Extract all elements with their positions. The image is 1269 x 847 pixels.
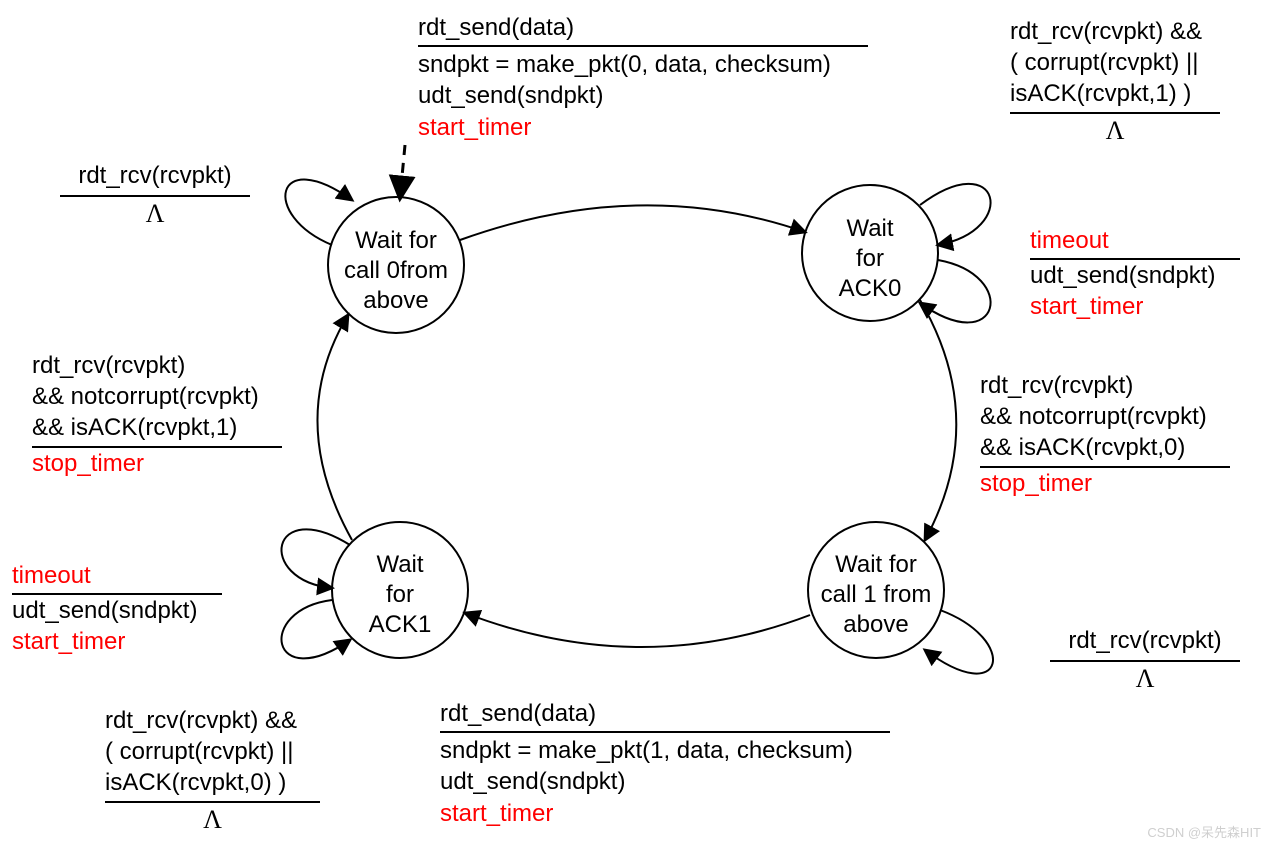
state-text: Wait (846, 215, 893, 242)
event-text: rdt_rcv(rcvpkt) (32, 350, 282, 381)
action-text: stop_timer (980, 468, 1230, 499)
event-text: rdt_send(data) (418, 12, 868, 43)
edge-call1-idle (925, 610, 993, 674)
action-text: udt_send(sndpkt) (12, 595, 222, 626)
event-text: ( corrupt(rcvpkt) || (1010, 47, 1220, 78)
watermark: CSDN @呆先森HIT (1147, 822, 1261, 841)
label-ack0-ok: rdt_rcv(rcvpkt) && notcorrupt(rcvpkt) &&… (980, 370, 1230, 499)
label-call0-idle: rdt_rcv(rcvpkt) Λ (60, 160, 250, 231)
event-text: rdt_rcv(rcvpkt) && (1010, 16, 1220, 47)
event-text: && notcorrupt(rcvpkt) (32, 381, 282, 412)
event-text: && isACK(rcvpkt,1) (32, 412, 282, 443)
event-text: && notcorrupt(rcvpkt) (980, 401, 1230, 432)
state-wait-ack1 (332, 522, 468, 658)
action-text: udt_send(sndpkt) (418, 80, 868, 111)
label-call1-idle: rdt_rcv(rcvpkt) Λ (1050, 625, 1240, 696)
event-text: isACK(rcvpkt,0) ) (105, 767, 320, 798)
edge-ack1-bad (281, 600, 350, 658)
action-text: udt_send(sndpkt) (440, 766, 890, 797)
initial-arrow (400, 145, 405, 198)
action-text: Λ (1050, 662, 1240, 696)
edge-ack1-ok (317, 315, 352, 540)
label-ack1-timeout: timeout udt_send(sndpkt) start_timer (12, 560, 222, 658)
label-send0: rdt_send(data) sndpkt = make_pkt(0, data… (418, 12, 868, 143)
event-text: timeout (12, 560, 222, 591)
action-text: start_timer (418, 112, 868, 143)
action-text: Λ (105, 803, 320, 837)
label-ack1-ok: rdt_rcv(rcvpkt) && notcorrupt(rcvpkt) &&… (32, 350, 282, 479)
label-ack1-bad: rdt_rcv(rcvpkt) && ( corrupt(rcvpkt) || … (105, 705, 320, 836)
action-text: start_timer (1030, 291, 1240, 322)
edge-ack0-ok (920, 300, 956, 540)
edge-call0-idle (285, 180, 352, 245)
edge-send1 (465, 613, 810, 647)
label-send1: rdt_send(data) sndpkt = make_pkt(1, data… (440, 698, 890, 829)
label-ack0-timeout: timeout udt_send(sndpkt) start_timer (1030, 225, 1240, 323)
label-ack0-bad: rdt_rcv(rcvpkt) && ( corrupt(rcvpkt) || … (1010, 16, 1220, 147)
event-text: ( corrupt(rcvpkt) || (105, 736, 320, 767)
state-text: ACK0 (839, 275, 902, 302)
action-text: Λ (1010, 114, 1220, 148)
action-text: udt_send(sndpkt) (1030, 260, 1240, 291)
event-text: rdt_rcv(rcvpkt) && (105, 705, 320, 736)
event-text: && isACK(rcvpkt,0) (980, 432, 1230, 463)
event-text: rdt_rcv(rcvpkt) (1050, 625, 1240, 656)
action-text: stop_timer (32, 448, 282, 479)
edge-ack0-bad (920, 184, 991, 245)
event-text: isACK(rcvpkt,1) ) (1010, 78, 1220, 109)
state-text: for (856, 245, 884, 272)
action-text: start_timer (12, 626, 222, 657)
state-wait-call0 (328, 197, 464, 333)
action-text: sndpkt = make_pkt(1, data, checksum) (440, 735, 890, 766)
state-wait-call1 (808, 522, 944, 658)
event-text: rdt_send(data) (440, 698, 890, 729)
action-text: Λ (60, 197, 250, 231)
event-text: rdt_rcv(rcvpkt) (60, 160, 250, 191)
event-text: timeout (1030, 225, 1240, 256)
action-text: start_timer (440, 798, 890, 829)
action-text: sndpkt = make_pkt(0, data, checksum) (418, 49, 868, 80)
state-label-wait-ack0: Wait for ACK0 (820, 214, 920, 304)
edge-send0 (460, 205, 805, 240)
edge-ack0-timeout (920, 260, 991, 322)
event-text: rdt_rcv(rcvpkt) (980, 370, 1230, 401)
